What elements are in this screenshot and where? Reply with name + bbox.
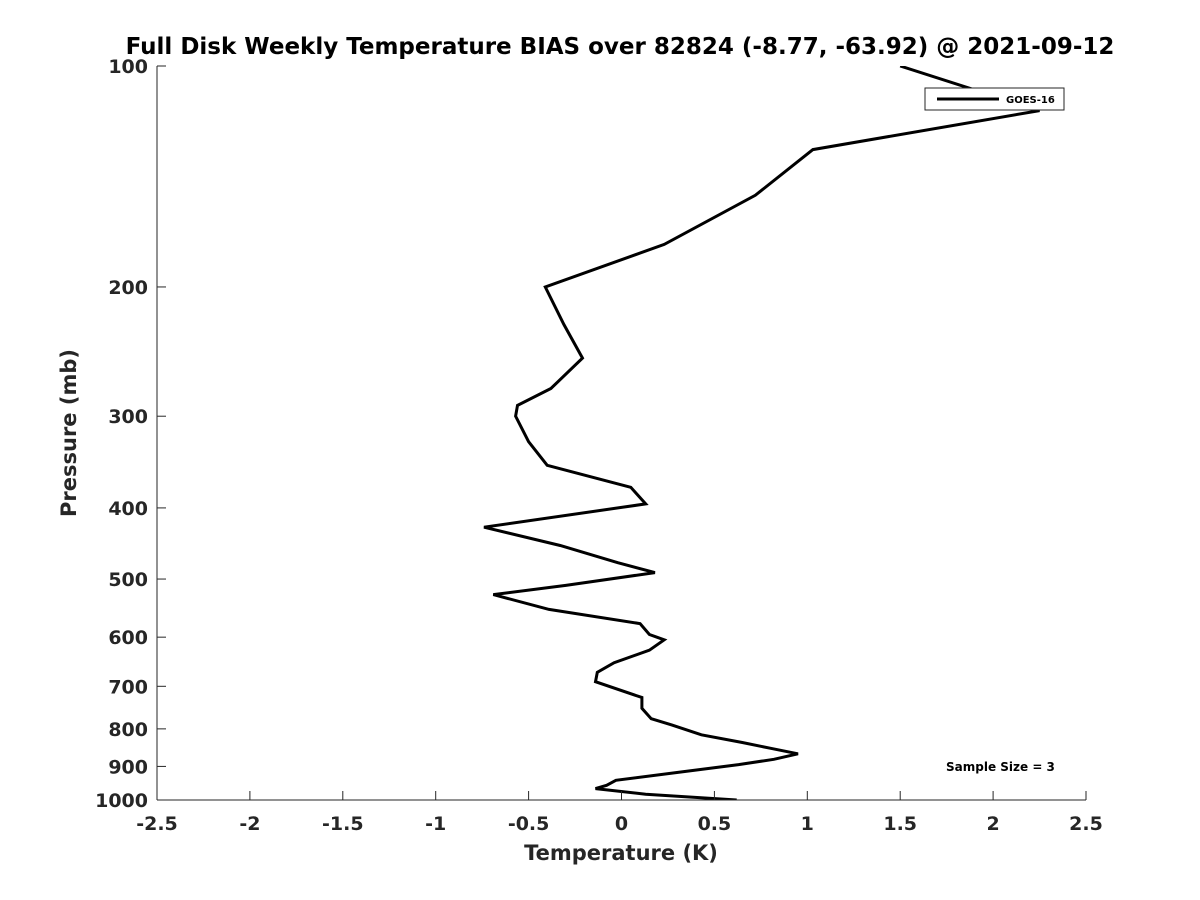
y-tick-label: 500 [108, 569, 148, 591]
series-layer [483, 66, 1040, 800]
y-tick-label: 1000 [95, 790, 148, 812]
legend-label-goes16: GOES-16 [1006, 95, 1055, 106]
x-axis-label: Temperature (K) [524, 841, 718, 865]
x-tick-label: -0.5 [508, 813, 550, 835]
y-axis-label: Pressure (mb) [57, 349, 81, 517]
x-tick-label: -1 [425, 813, 446, 835]
y-axis-ticks: 100 200 300 400 500 600 700 800 900 1000 [95, 56, 166, 812]
x-axis-ticks: -2.5 -2 -1.5 -1 -0.5 0 0.5 1 1.5 2 2.5 [136, 791, 1103, 835]
x-tick-label: -2 [239, 813, 260, 835]
x-tick-label: 2 [986, 813, 999, 835]
x-tick-label: -2.5 [136, 813, 178, 835]
x-tick-label: 0 [615, 813, 628, 835]
series-line-goes16 [483, 66, 1040, 800]
y-tick-label: 600 [108, 627, 148, 649]
x-tick-label: 0.5 [698, 813, 732, 835]
y-tick-label: 300 [108, 406, 148, 428]
x-tick-label: 1.5 [883, 813, 917, 835]
chart-title: Full Disk Weekly Temperature BIAS over 8… [126, 34, 1115, 60]
y-tick-label: 700 [108, 676, 148, 698]
y-tick-label: 400 [108, 498, 148, 520]
x-tick-label: 2.5 [1069, 813, 1103, 835]
y-tick-label: 100 [108, 56, 148, 78]
x-tick-label: 1 [801, 813, 814, 835]
sample-size-annotation: Sample Size = 3 [946, 760, 1055, 774]
x-tick-label: -1.5 [322, 813, 364, 835]
y-tick-label: 900 [108, 756, 148, 778]
y-tick-label: 800 [108, 719, 148, 741]
legend: GOES-16 [924, 87, 1065, 111]
y-tick-label: 200 [108, 277, 148, 299]
